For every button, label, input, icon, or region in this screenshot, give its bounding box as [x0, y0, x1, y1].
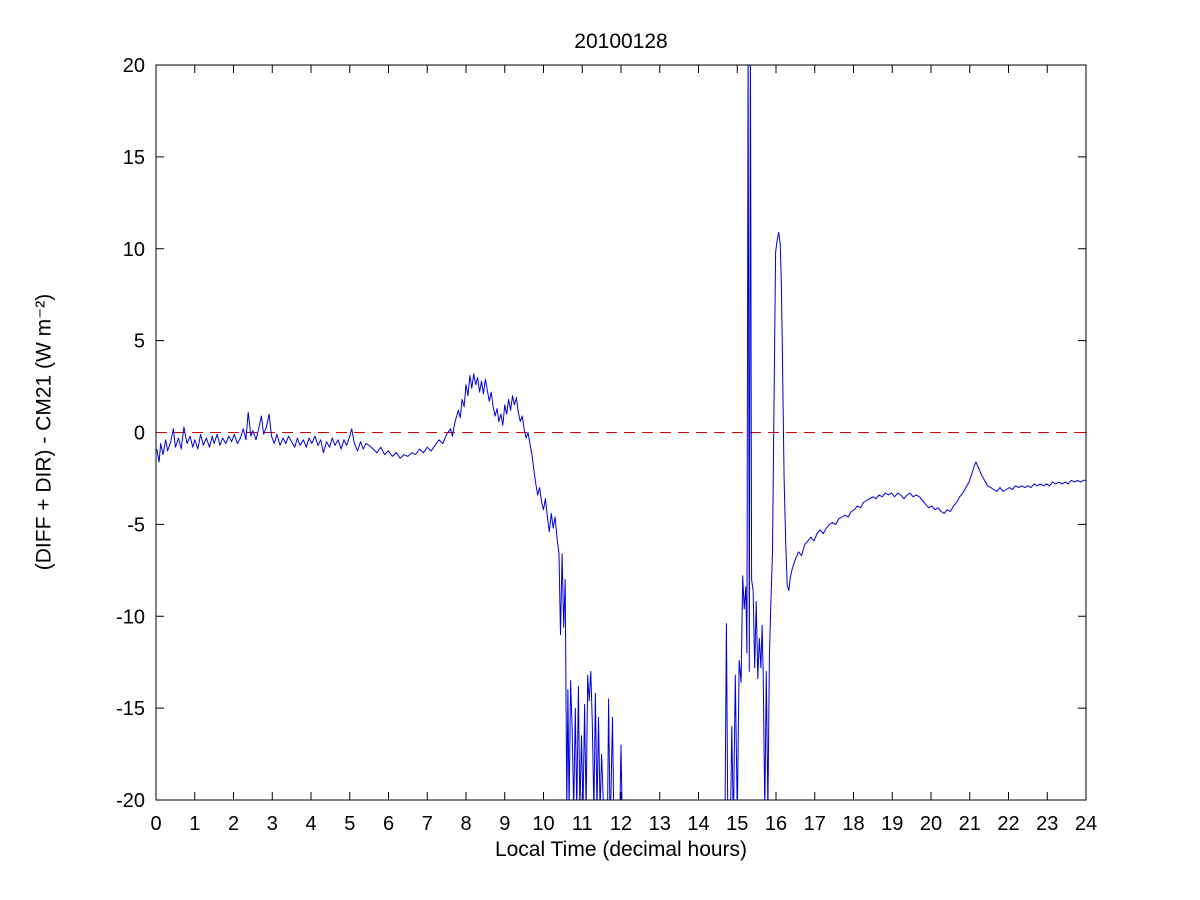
plot-border — [155, 64, 1087, 801]
x-tick-label: 7 — [422, 813, 433, 835]
x-tick-label: 18 — [842, 813, 864, 835]
y-tick-label: 10 — [123, 239, 145, 261]
y-tick-label: 5 — [134, 331, 145, 353]
x-tick-label: 22 — [997, 813, 1019, 835]
x-tick-label: 16 — [765, 813, 787, 835]
x-tick-label: 9 — [499, 813, 510, 835]
x-tick-label: 12 — [610, 813, 632, 835]
x-tick-label: 3 — [267, 813, 278, 835]
y-tick-label: -20 — [116, 790, 145, 812]
y-axis-label: (DIFF + DIR) - CM21 (W m⁻²) — [32, 293, 56, 571]
x-tick-label: 6 — [383, 813, 394, 835]
x-tick-label: 8 — [460, 813, 471, 835]
x-tick-label: 4 — [305, 813, 316, 835]
x-tick-label: 14 — [687, 813, 709, 835]
difference-series — [156, 65, 1086, 800]
plot-title: 20100128 — [574, 30, 668, 53]
y-tick-label: -15 — [116, 698, 145, 720]
x-tick-label: 24 — [1075, 813, 1097, 835]
x-axis-label: Local Time (decimal hours) — [494, 838, 748, 861]
x-tick-label: 20 — [920, 813, 942, 835]
x-tick-label: 15 — [726, 813, 748, 835]
x-tick-label: 19 — [881, 813, 903, 835]
y-tick-label: -5 — [127, 514, 145, 536]
x-tick-label: 17 — [804, 813, 826, 835]
x-tick-label: 1 — [189, 813, 200, 835]
y-tick-label: 15 — [123, 147, 145, 169]
x-tick-label: 13 — [649, 813, 671, 835]
x-tick-label: 5 — [344, 813, 355, 835]
x-tick-label: 11 — [572, 813, 593, 835]
x-tick-label: 0 — [150, 813, 161, 835]
x-tick-label: 23 — [1036, 813, 1058, 835]
x-tick-label: 21 — [959, 813, 981, 835]
y-tick-label: 20 — [123, 55, 145, 77]
y-tick-label: 0 — [134, 423, 145, 445]
x-tick-label: 10 — [532, 813, 554, 835]
x-tick-label: 2 — [228, 813, 239, 835]
y-tick-label: -10 — [116, 606, 145, 628]
